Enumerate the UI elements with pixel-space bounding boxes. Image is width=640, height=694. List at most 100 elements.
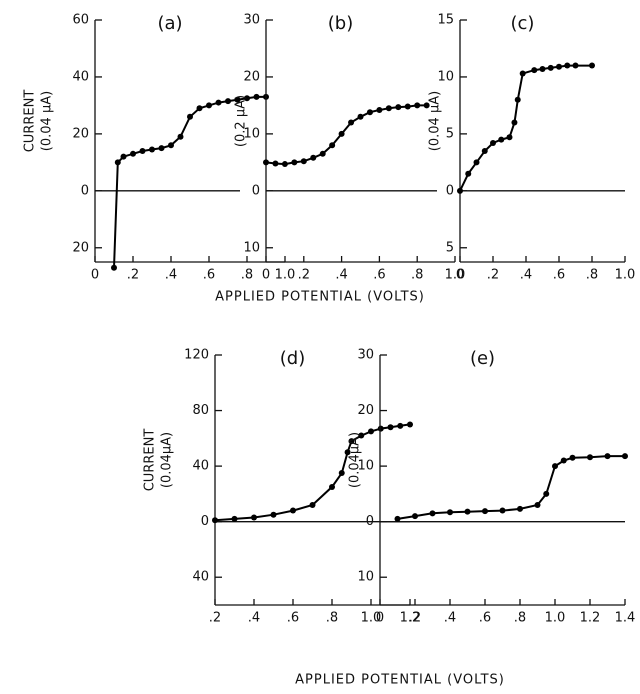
y-tick-label: 120 (184, 348, 209, 363)
data-point (300, 158, 307, 165)
data-point (244, 95, 250, 102)
data-point (309, 502, 316, 508)
x-tick-label: .8 (241, 268, 253, 283)
x-tick-label: .6 (203, 268, 215, 283)
x-tick-label: 1.0 (361, 611, 382, 626)
data-point (499, 507, 506, 514)
data-point (464, 508, 471, 515)
y-tick-label: 0 (366, 514, 374, 529)
data-point (412, 513, 418, 520)
curve (214, 423, 411, 522)
data-point (158, 145, 165, 152)
data-point (329, 483, 335, 490)
x-tick-label: 1.0 (545, 611, 566, 626)
data-point (344, 449, 351, 456)
data-point (376, 106, 383, 113)
y-tick-label: 10 (243, 126, 260, 141)
x-tick-label: 0 (262, 268, 270, 283)
x-tick-label: 1.2 (400, 611, 421, 626)
data-point (272, 160, 279, 167)
data-point (481, 147, 488, 154)
data-point (547, 64, 554, 71)
x-tick-label: .2 (209, 611, 221, 626)
y-tick-label: 40 (72, 69, 89, 84)
x-tick-label: .8 (326, 611, 338, 626)
data-point (587, 454, 593, 461)
y-tick-label: 5 (446, 240, 454, 255)
x-tick-label: .8 (411, 268, 423, 283)
x-tick-label: .2 (409, 611, 421, 626)
data-point (394, 515, 401, 522)
data-point (206, 102, 212, 109)
data-point (511, 119, 518, 126)
data-point (414, 102, 421, 109)
data-point (560, 457, 567, 464)
data-point (377, 425, 384, 432)
data-point (253, 93, 260, 100)
data-point (120, 153, 127, 160)
data-point (543, 490, 550, 497)
y-tick-label: 10 (243, 240, 260, 255)
y-tick-label: 0 (201, 514, 209, 529)
data-point (212, 517, 218, 524)
data-point (385, 105, 392, 112)
x-tick-label: 1.4 (615, 611, 636, 626)
panel-title: (e) (470, 348, 495, 369)
data-point (429, 510, 436, 517)
panel-title: (a) (157, 13, 182, 34)
data-point (368, 428, 374, 435)
y-tick-label: 10 (437, 69, 454, 84)
y-tick-label: 0 (446, 183, 454, 198)
y-axis-name: CURRENT (143, 429, 158, 492)
data-point (589, 62, 595, 69)
x-tick-label: 1.0 (275, 268, 296, 283)
x-axis-label: APPLIED POTENTIAL (VOLTS) (295, 673, 505, 688)
data-point (407, 421, 413, 428)
y-tick-label: 0 (252, 183, 260, 198)
data-point (482, 508, 488, 515)
x-tick-label: .6 (479, 611, 491, 626)
y-tick-label: 10 (357, 570, 374, 585)
y-tick-label: 15 (437, 13, 454, 28)
panel-title: (b) (328, 13, 353, 34)
x-tick-label: .4 (444, 611, 456, 626)
x-tick-label: 1.0 (615, 268, 636, 283)
data-point (348, 438, 355, 445)
x-tick-label: 0 (456, 268, 464, 283)
data-point (552, 463, 558, 470)
y-tick-label: 40 (192, 459, 209, 474)
data-point (397, 422, 404, 429)
x-tick-label: .2 (127, 268, 139, 283)
data-point (290, 507, 296, 514)
data-point (348, 119, 355, 126)
data-point (111, 264, 117, 271)
data-point (263, 159, 269, 166)
data-point (395, 104, 402, 111)
data-point (498, 136, 505, 143)
data-point (251, 514, 257, 521)
x-tick-label: .4 (165, 268, 177, 283)
data-point (447, 509, 453, 516)
data-point (329, 142, 336, 149)
data-point (423, 102, 430, 109)
y-axis-name: CURRENT (23, 90, 38, 153)
x-tick-label: .4 (335, 268, 347, 283)
x-tick-label: .4 (248, 611, 260, 626)
y-tick-label: 20 (243, 69, 260, 84)
y-tick-label: 80 (192, 403, 209, 418)
x-tick-label: 0 (91, 268, 99, 283)
data-point (517, 505, 523, 512)
y-axis-label: (0.04μA) (348, 432, 363, 488)
x-tick-label: .6 (373, 268, 385, 283)
data-point (366, 109, 373, 116)
data-point (514, 96, 521, 103)
data-point (569, 454, 576, 461)
data-point (319, 150, 326, 157)
x-tick-label: .2 (487, 268, 499, 283)
data-point (457, 187, 463, 194)
data-point (196, 105, 203, 112)
data-point (234, 96, 241, 103)
x-tick-label: 1.2 (580, 611, 601, 626)
data-point (572, 62, 579, 69)
